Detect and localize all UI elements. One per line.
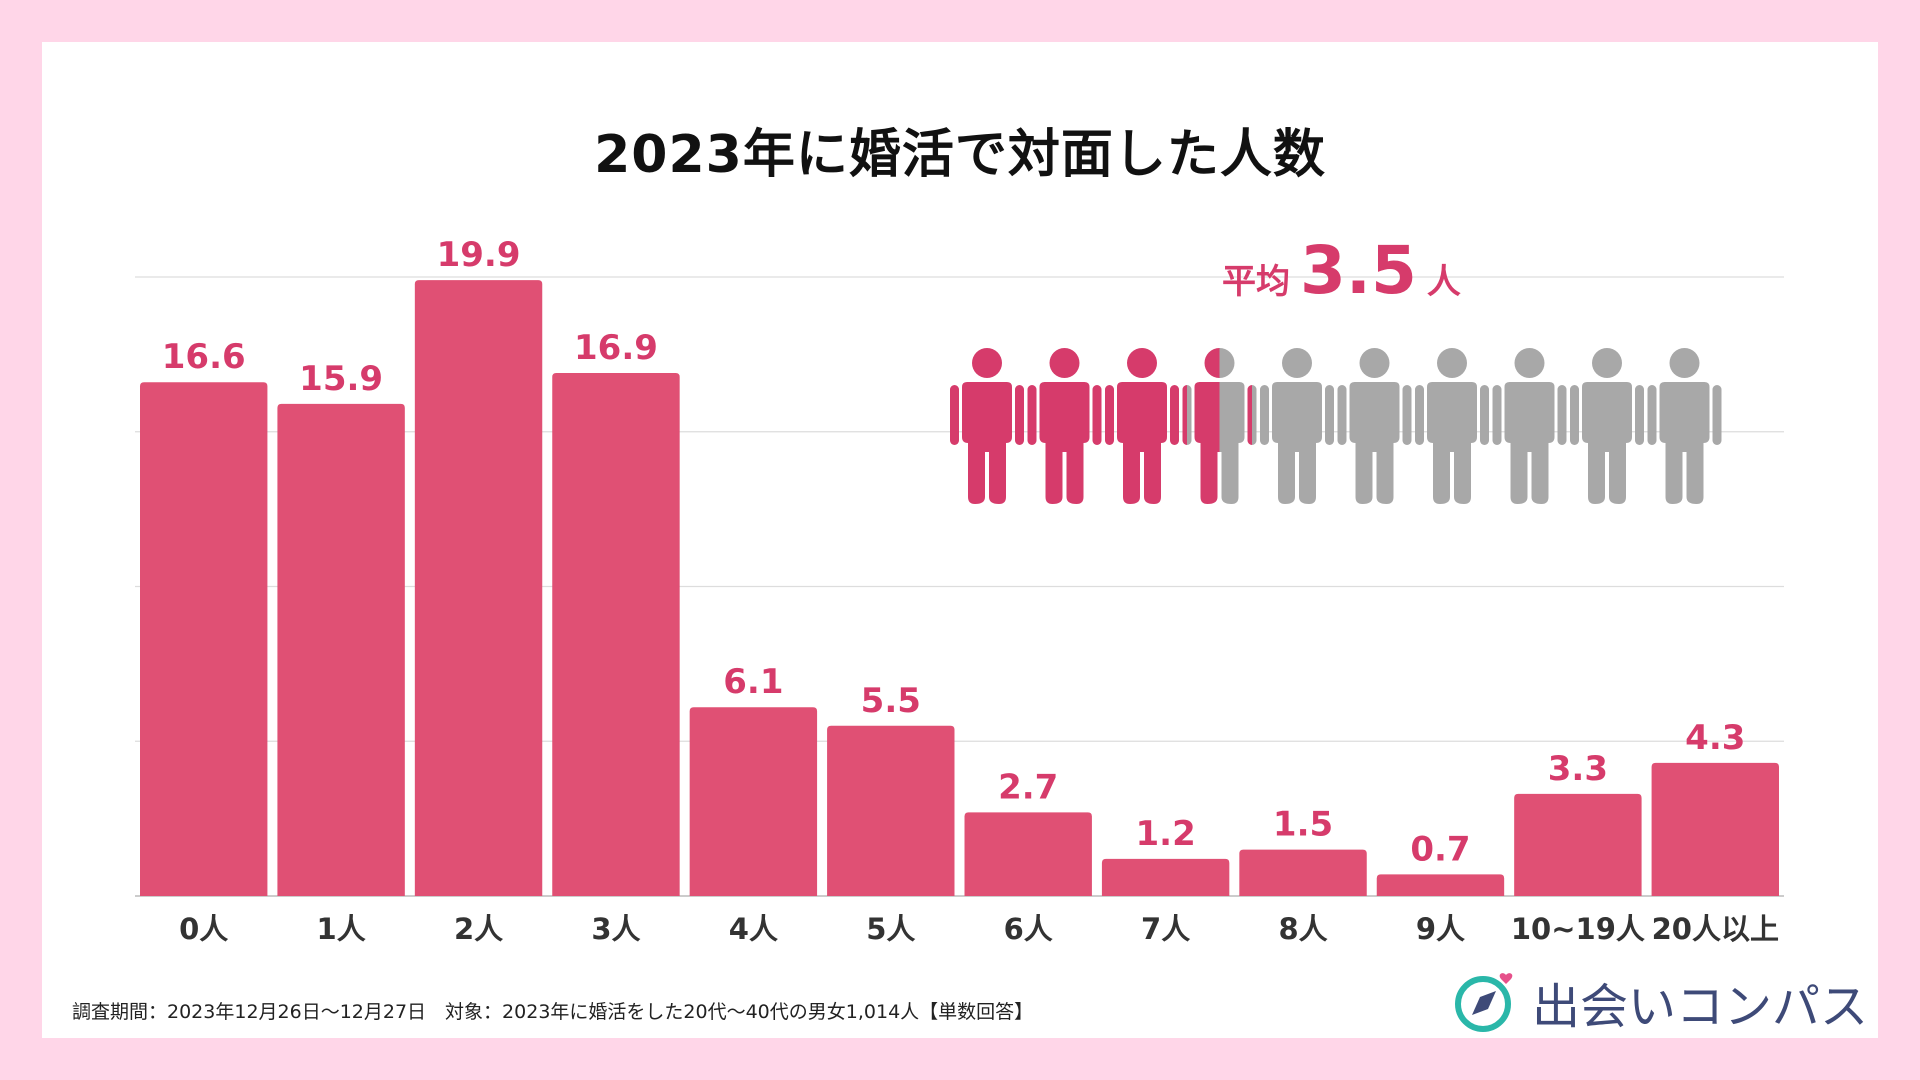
x-tick-label: 2人 [454, 912, 503, 946]
x-tick-label: 8人 [1278, 912, 1327, 946]
average-unit: 人 [1426, 262, 1461, 302]
bar-value-label: 16.9 [574, 328, 658, 368]
x-tick-label: 9人 [1416, 912, 1465, 946]
person-icon [1647, 348, 1722, 504]
bar [414, 280, 543, 897]
person-icon [1260, 348, 1334, 504]
x-tick-label: 3人 [591, 912, 640, 946]
person-icon [1182, 348, 1257, 504]
bar-value-label: 0.7 [1410, 829, 1470, 869]
bar [552, 372, 680, 896]
bar [964, 812, 1092, 896]
compass-icon [1455, 973, 1513, 1032]
person-icon [1337, 348, 1412, 504]
bar-value-label: 6.1 [723, 662, 783, 702]
bar-value-label: 19.9 [437, 235, 521, 275]
people-pictogram [950, 348, 1722, 504]
average-caption: 平均 [1222, 262, 1290, 302]
bar [689, 707, 818, 896]
bar [1514, 793, 1642, 896]
bar [140, 382, 268, 897]
x-tick-label: 1人 [317, 912, 366, 946]
person-icon [1570, 348, 1644, 504]
bar [1376, 874, 1505, 896]
person-icon [1105, 348, 1179, 504]
survey-footnote: 調査期間：2023年12月26日〜12月27日 対象：2023年に婚活をした20… [72, 1001, 1034, 1023]
bar-value-label: 5.5 [861, 681, 921, 721]
chart-card: 2023年に婚活で対面した人数 16.6 0人 15.9 1人 19.9 2人 16.9 3人… [42, 42, 1878, 1038]
bar-value-label: 2.7 [998, 767, 1058, 807]
x-tick-label: 6人 [1004, 912, 1053, 946]
person-icon [1492, 348, 1567, 504]
average-label: 平均 3.5 人 [1222, 232, 1461, 309]
bar [1651, 762, 1779, 896]
bar [277, 403, 405, 896]
bar-value-label: 1.5 [1273, 805, 1333, 845]
x-tick-label: 7人 [1141, 912, 1190, 946]
x-tick-label: 20人以上 [1652, 912, 1779, 946]
person-icon [1027, 348, 1102, 504]
x-tick-label: 4人 [729, 912, 778, 946]
bar-value-label: 3.3 [1548, 749, 1608, 789]
x-tick-label: 10~19人 [1511, 912, 1645, 946]
chart-title: 2023年に婚活で対面した人数 [594, 125, 1326, 185]
bar-value-label: 1.2 [1136, 814, 1196, 854]
bar-chart: 16.6 0人 15.9 1人 19.9 2人 16.9 3人 6.1 4人 5.5 5人 2.7 6人 1… [135, 235, 1784, 946]
bar [1101, 858, 1230, 896]
person-icon [950, 348, 1024, 504]
x-tick-label: 0人 [179, 912, 228, 946]
bar [1239, 849, 1367, 896]
brand-logo: 出会いコンパス [1452, 967, 1868, 1037]
x-tick-label: 5人 [866, 912, 915, 946]
brand-name: 出会いコンパス [1532, 979, 1869, 1035]
person-icon [1415, 348, 1489, 504]
bar [827, 725, 955, 896]
bar-value-label: 4.3 [1685, 718, 1745, 758]
average-value: 3.5 [1300, 232, 1417, 309]
bar-value-label: 15.9 [299, 359, 383, 399]
bar-value-label: 16.6 [162, 337, 246, 377]
